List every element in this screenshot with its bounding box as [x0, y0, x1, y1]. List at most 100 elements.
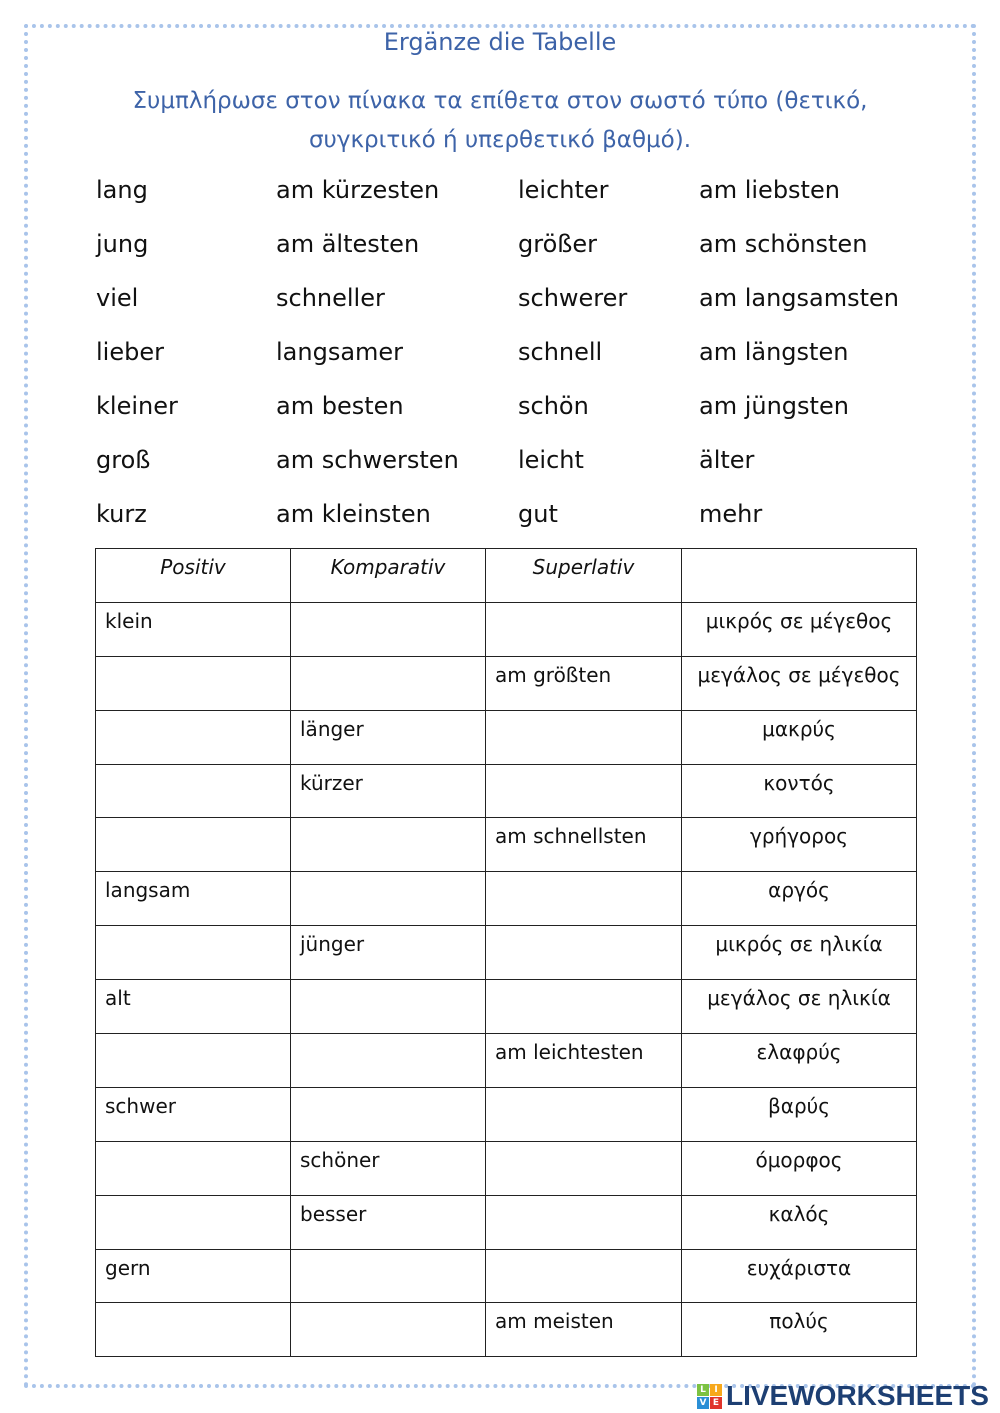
instructions: Συμπλήρωσε στον πίνακα τα επίθετα στον σ… — [100, 82, 900, 160]
answer-cell[interactable] — [95, 817, 291, 873]
answer-cell: am größten — [485, 655, 682, 711]
table-row: langsam αργός — [95, 871, 917, 927]
word-bank-item: schnell — [518, 338, 603, 366]
word-bank-item: leicht — [518, 446, 584, 474]
table-row: am meisten πολύς — [95, 1302, 917, 1358]
word-bank-item: am schwersten — [276, 446, 459, 474]
answer-cell[interactable] — [485, 1194, 682, 1250]
greek-meaning-cell: μεγάλος σε μέγεθος — [681, 655, 917, 711]
answer-cell: am schnellsten — [485, 817, 682, 873]
column-header: Komparativ — [290, 548, 486, 603]
word-bank-item: am schönsten — [699, 230, 868, 258]
answer-cell[interactable] — [290, 1302, 486, 1358]
word-bank-item: lang — [96, 176, 148, 204]
table-row: am größten μεγάλος σε μέγεθος — [95, 655, 917, 711]
table-row: am leichtesten ελαφρύς — [95, 1033, 917, 1088]
table-row: alt μεγάλος σε ηλικία — [95, 979, 917, 1035]
word-bank-item: schneller — [276, 284, 385, 312]
dotted-page-border — [24, 24, 976, 1388]
page-title: Ergänze die Tabelle — [383, 28, 617, 56]
greek-meaning-cell: αργός — [681, 871, 917, 927]
answer-cell: alt — [95, 979, 291, 1035]
table-row: schöner όμορφος — [95, 1140, 917, 1196]
answer-cell[interactable] — [290, 1248, 486, 1304]
answer-cell[interactable] — [485, 925, 682, 981]
word-bank-item: schön — [518, 392, 589, 420]
answer-cell[interactable] — [95, 1033, 291, 1088]
column-header — [681, 548, 917, 603]
word-bank-item: kleiner — [96, 392, 178, 420]
answer-cell: schwer — [95, 1086, 291, 1142]
answer-cell: langsam — [95, 871, 291, 927]
answer-cell[interactable] — [95, 1140, 291, 1196]
answer-cell[interactable] — [95, 763, 291, 819]
table-row: am schnellsten γρήγορος — [95, 817, 917, 873]
word-bank-item: am kleinsten — [276, 500, 431, 528]
greek-meaning-cell: κοντός — [681, 763, 917, 819]
answer-cell: schöner — [290, 1140, 486, 1196]
answer-cell[interactable] — [95, 709, 291, 765]
word-bank-item: am liebsten — [699, 176, 840, 204]
answer-cell[interactable] — [485, 1248, 682, 1304]
answer-cell[interactable] — [290, 601, 486, 657]
greek-meaning-cell: γρήγορος — [681, 817, 917, 873]
table-row: besser καλός — [95, 1194, 917, 1250]
instruction-line: Συμπλήρωσε στον πίνακα τα επίθετα στον σ… — [132, 88, 868, 114]
word-bank-item: gut — [518, 500, 558, 528]
greek-meaning-cell: μεγάλος σε ηλικία — [681, 979, 917, 1035]
word-bank-item: groß — [96, 446, 151, 474]
answer-cell[interactable] — [485, 763, 682, 819]
word-bank-item: viel — [96, 284, 139, 312]
table-row: gern ευχάριστα — [95, 1248, 917, 1304]
greek-meaning-cell: ευχάριστα — [681, 1248, 917, 1304]
answer-cell[interactable] — [485, 709, 682, 765]
word-bank-item: kurz — [96, 500, 147, 528]
answer-cell[interactable] — [485, 601, 682, 657]
table-row: klein μικρός σε μέγεθος — [95, 601, 917, 657]
word-bank-item: am besten — [276, 392, 404, 420]
word-bank-item: lieber — [96, 338, 164, 366]
answer-cell[interactable] — [290, 871, 486, 927]
answer-cell[interactable] — [95, 655, 291, 711]
answer-cell[interactable] — [95, 1302, 291, 1358]
greek-meaning-cell: μικρός σε μέγεθος — [681, 601, 917, 657]
table-row: schwer βαρύς — [95, 1086, 917, 1142]
answer-cell[interactable] — [290, 817, 486, 873]
answer-cell: jünger — [290, 925, 486, 981]
word-bank-item: schwerer — [518, 284, 628, 312]
answer-cell[interactable] — [95, 1194, 291, 1250]
column-header: Superlativ — [485, 548, 682, 603]
answer-cell: länger — [290, 709, 486, 765]
answer-cell: klein — [95, 601, 291, 657]
answer-cell: gern — [95, 1248, 291, 1304]
answer-cell[interactable] — [485, 1086, 682, 1142]
word-bank-item: am kürzesten — [276, 176, 440, 204]
answer-cell: kürzer — [290, 763, 486, 819]
answer-cell[interactable] — [290, 1086, 486, 1142]
column-header: Positiv — [95, 548, 291, 603]
word-bank-item: älter — [699, 446, 755, 474]
answer-cell[interactable] — [290, 655, 486, 711]
greek-meaning-cell: μακρύς — [681, 709, 917, 765]
table-header-row: Positiv Komparativ Superlativ — [95, 548, 917, 603]
greek-meaning-cell: πολύς — [681, 1302, 917, 1358]
word-bank-item: mehr — [699, 500, 763, 528]
answer-cell: am leichtesten — [485, 1033, 682, 1088]
answer-cell[interactable] — [95, 925, 291, 981]
word-bank-item: größer — [518, 230, 598, 258]
word-bank-item: am längsten — [699, 338, 849, 366]
answer-cell[interactable] — [290, 1033, 486, 1088]
greek-meaning-cell: όμορφος — [681, 1140, 917, 1196]
table-row: jünger μικρός σε ηλικία — [95, 925, 917, 981]
answer-cell[interactable] — [485, 871, 682, 927]
answer-cell[interactable] — [290, 979, 486, 1035]
greek-meaning-cell: καλός — [681, 1194, 917, 1250]
answer-cell: am meisten — [485, 1302, 682, 1358]
adjective-table: Positiv Komparativ Superlativ klein μικρός σ… — [95, 548, 917, 1358]
greek-meaning-cell: ελαφρύς — [681, 1033, 917, 1088]
answer-cell[interactable] — [485, 1140, 682, 1196]
word-bank-item: am langsamsten — [699, 284, 900, 312]
answer-cell[interactable] — [485, 979, 682, 1035]
